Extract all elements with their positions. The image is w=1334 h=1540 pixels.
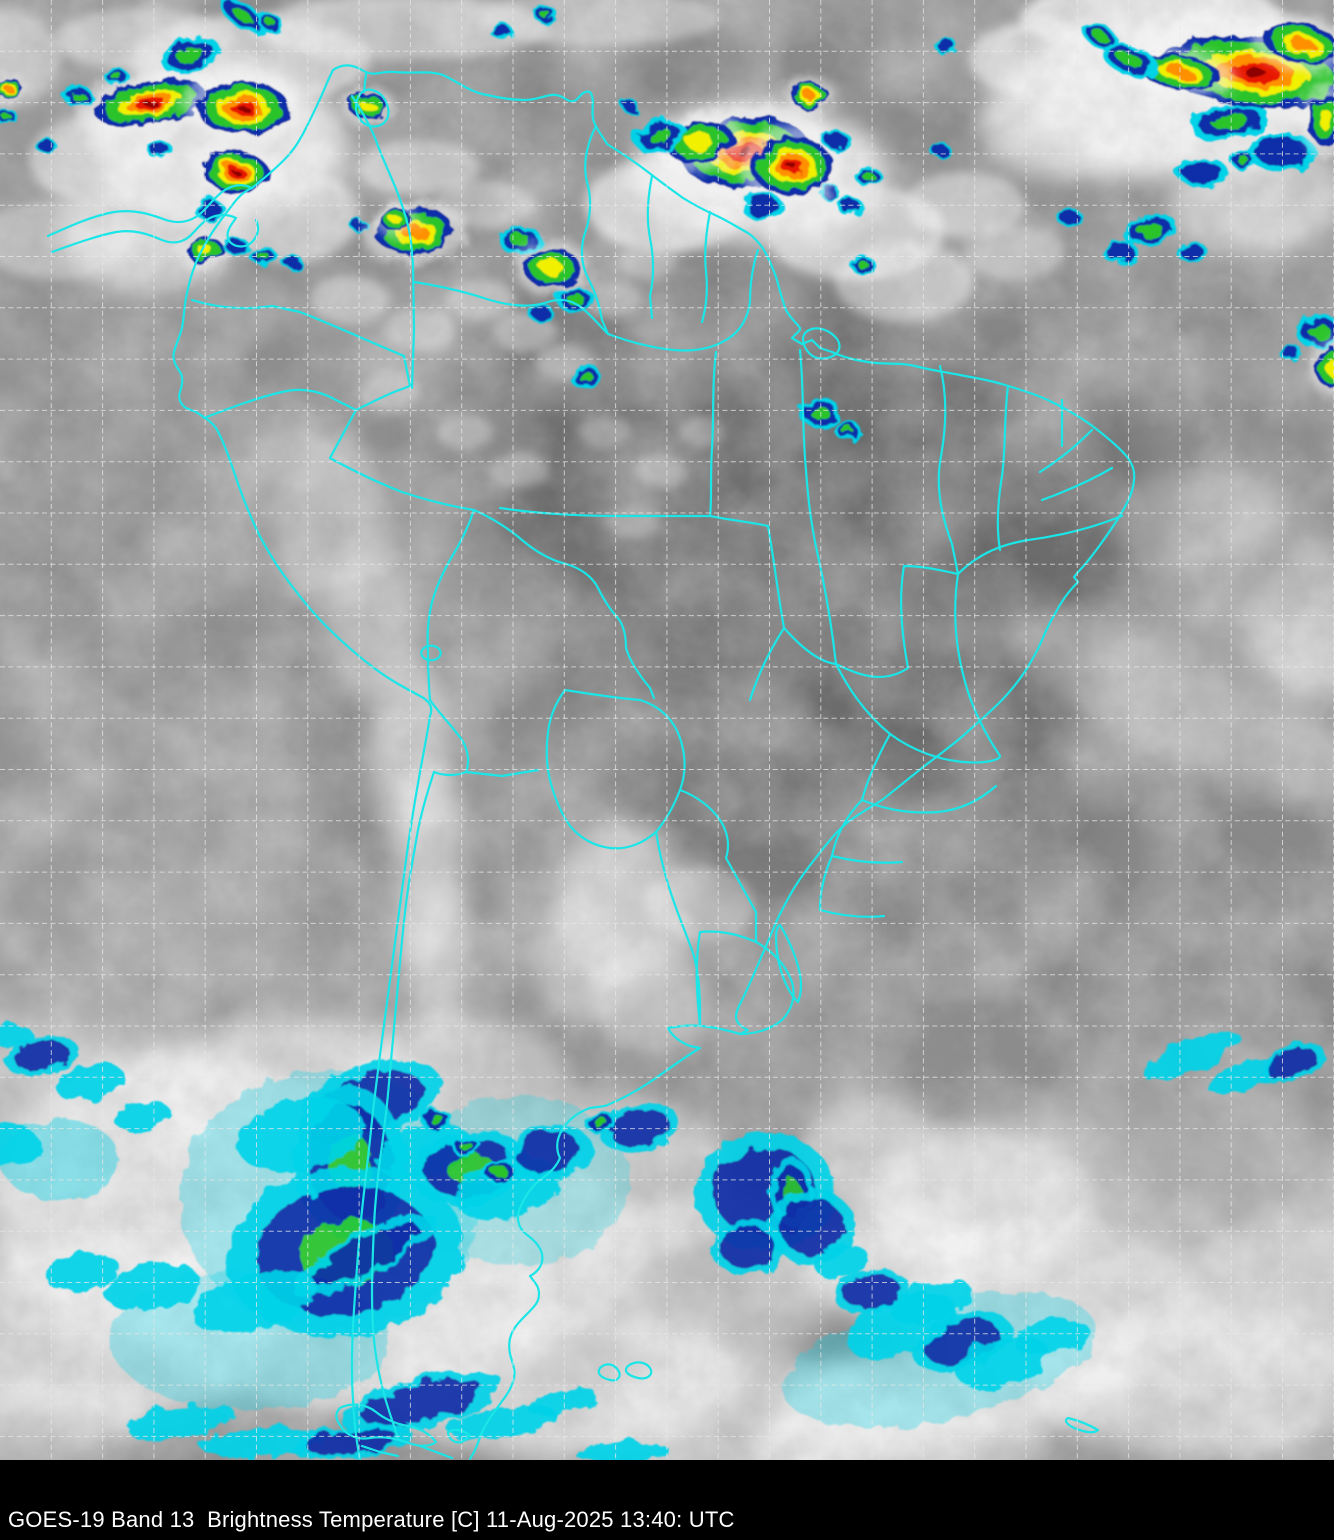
state-minas-saopaulo <box>860 732 998 814</box>
cold-cloud-patches-layer <box>0 1025 1326 1460</box>
caption-bar: GOES-19 Band 13 Brightness Temperature [… <box>0 1460 1334 1540</box>
state-ceara-rn-pb <box>1038 398 1114 502</box>
border-guyana-suriname <box>646 174 655 320</box>
border-paraguay <box>545 688 686 850</box>
state-ms-mt <box>748 626 838 702</box>
state-maranhao-piaui <box>937 364 960 576</box>
state-para-mato-grosso <box>708 514 786 630</box>
marajo-island <box>801 327 841 360</box>
tierra-del-fuego <box>335 1403 472 1460</box>
border-suriname-french-guiana <box>700 210 712 324</box>
border-bolivia-brazil <box>472 508 656 700</box>
latlon-grid <box>0 0 1334 1460</box>
border-colombia-venezuela <box>350 94 415 266</box>
south-georgia-island <box>1064 1416 1100 1434</box>
coastline-west <box>172 68 433 1460</box>
border-peru-bolivia <box>426 508 476 702</box>
central-america-coast-south <box>50 213 260 254</box>
lake-titicaca <box>420 644 442 662</box>
state-bahia-tocantins <box>899 564 960 670</box>
image-caption: GOES-19 Band 13 Brightness Temperature [… <box>8 1507 735 1532</box>
lake-maracaibo <box>354 72 390 128</box>
state-amazonas-para <box>708 350 718 518</box>
border-guianas-brazil <box>606 248 760 352</box>
state-parana-sc-rs <box>818 854 886 918</box>
state-para-tocantins <box>798 348 820 558</box>
border-colombia-peru <box>298 310 412 460</box>
border-bolivia-chile-argentina <box>428 698 540 778</box>
state-piaui-ceara <box>996 384 1010 552</box>
lagoa-dos-patos <box>774 923 803 1004</box>
state-goias-minas <box>834 662 1002 764</box>
state-south-amazonas <box>498 506 712 518</box>
border-chile-argentina <box>370 770 436 1440</box>
falkland-islands <box>597 1361 653 1382</box>
border-ecuador-peru <box>202 388 358 420</box>
border-peru-brazil <box>328 456 476 512</box>
border-argentina-brazil-misiones <box>678 788 758 944</box>
country-state-borders <box>46 64 1136 1460</box>
satellite-scene <box>0 0 1334 1460</box>
border-colombia-brazil <box>410 262 416 390</box>
border-venezuela-guyana <box>580 124 610 336</box>
border-uruguay <box>695 930 795 1036</box>
state-bahia-south <box>954 572 1002 758</box>
border-venezuela-brazil <box>412 280 610 336</box>
border-parana-river <box>654 830 702 1028</box>
state-pernambuco-bahia <box>956 514 1124 576</box>
